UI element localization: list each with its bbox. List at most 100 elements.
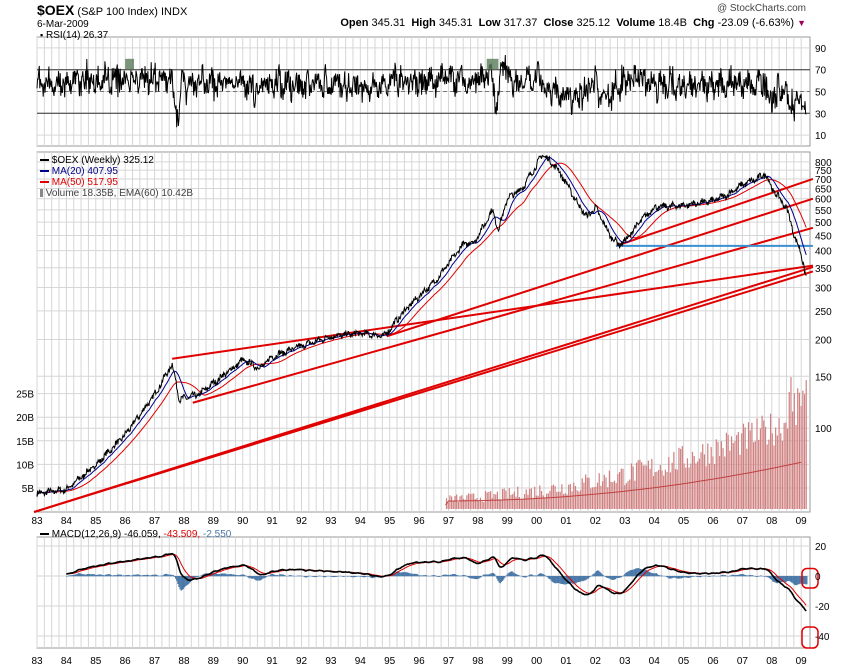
- rsi-legend-text: RSI(14) 26.37: [45, 30, 109, 41]
- macd-histogram-bar: [426, 575, 428, 577]
- rsi-ytick-label: 50: [815, 88, 827, 99]
- macd-histogram-bar: [361, 576, 363, 577]
- macd-histogram-bar: [273, 574, 275, 577]
- macd-histogram-bar: [132, 575, 134, 577]
- macd-histogram-bar: [592, 574, 594, 577]
- volume-bar: [544, 497, 546, 509]
- rsi-line: [36, 54, 807, 128]
- volume-bar: [708, 463, 711, 509]
- volume-ytick-label: 25B: [16, 390, 34, 401]
- macd-histogram-bar: [176, 576, 178, 581]
- macd-histogram-bar: [180, 576, 182, 591]
- volume-bar: [676, 469, 678, 509]
- volume-bar: [493, 493, 495, 509]
- macd-histogram-bar: [182, 576, 185, 589]
- macd-histogram-bar: [767, 576, 770, 578]
- volume-bar: [788, 392, 790, 509]
- macd-histogram-bar: [72, 575, 74, 577]
- macd-histogram-bar: [265, 576, 267, 578]
- macd-histogram-bar: [174, 576, 177, 579]
- macd-histogram-bar: [453, 574, 455, 577]
- x-tick-label: 01: [560, 516, 572, 527]
- volume-bar: [449, 495, 451, 509]
- open-label: Open: [340, 17, 369, 29]
- macd-histogram-bar: [255, 576, 257, 581]
- macd-histogram-bar: [607, 576, 609, 579]
- macd-histogram-bar: [264, 576, 266, 578]
- macd-histogram-bar: [410, 573, 412, 577]
- macd-histogram-bar: [170, 574, 172, 577]
- macd-histogram-bar: [230, 573, 232, 577]
- volume-bar: [512, 494, 514, 509]
- macd-histogram-bar: [473, 576, 475, 579]
- price-line: [36, 154, 807, 498]
- macd-histogram-bar: [375, 576, 377, 578]
- volume-bar: [634, 480, 636, 509]
- ma20-legend: MA(20) 407.95: [40, 166, 118, 177]
- macd-histogram-bar: [613, 576, 616, 580]
- macd-histogram-bar: [138, 574, 141, 577]
- ma20-legend-text: MA(20) 407.95: [51, 166, 118, 177]
- price-ytick-label: 150: [815, 372, 832, 383]
- volume-bar: [654, 472, 656, 509]
- macd-histogram-bar: [438, 576, 440, 577]
- macd-histogram-bar: [536, 575, 539, 577]
- price-swatch: [40, 159, 49, 162]
- volume-swatch: [40, 189, 43, 198]
- macd-histogram-bar: [759, 575, 762, 577]
- macd-histogram-bar: [510, 571, 513, 577]
- x-tick-label: 07: [737, 516, 749, 527]
- ma50-swatch: [40, 181, 49, 184]
- macd-histogram-bar: [315, 576, 317, 578]
- macd-histogram-bar: [100, 574, 102, 577]
- volume-bar: [741, 433, 743, 509]
- volume-bar: [759, 428, 762, 509]
- macd-histogram-bar: [146, 574, 149, 577]
- macd-histogram-bar: [448, 575, 451, 577]
- macd-histogram-bar: [784, 576, 786, 583]
- volume-bar: [630, 463, 633, 509]
- volume-bar: [596, 482, 599, 509]
- macd-histogram-bar: [228, 574, 230, 577]
- volume-bar: [618, 472, 621, 509]
- macd-histogram-bar: [423, 575, 426, 577]
- volume-bar: [664, 469, 666, 509]
- x-tick-label: 89: [208, 516, 220, 527]
- macd-histogram-bar: [587, 576, 590, 579]
- macd-histogram-bar: [507, 573, 509, 577]
- macd-histogram-bar: [289, 575, 291, 577]
- macd-histogram-bar: [512, 571, 514, 577]
- macd-histogram-bar: [224, 573, 227, 577]
- volume-bar: [517, 486, 519, 509]
- volume-bar: [637, 460, 639, 509]
- high-label: High: [411, 17, 436, 29]
- x-tick-label-macd: 01: [560, 656, 572, 667]
- macd-histogram-bar: [618, 576, 620, 578]
- macd-histogram-bar: [101, 574, 103, 577]
- price-ytick-label: 600: [815, 195, 832, 206]
- volume-bar: [459, 496, 461, 509]
- macd-histogram-bar: [624, 574, 626, 577]
- macd-histogram-bar: [677, 576, 679, 579]
- macd-histogram-bar: [729, 575, 731, 577]
- macd-histogram-bar: [66, 576, 68, 577]
- price-ytick-label: 300: [815, 284, 832, 295]
- macd-histogram-bar: [282, 574, 284, 577]
- macd-histogram-bar: [403, 572, 405, 577]
- macd-histogram-bar: [93, 574, 95, 577]
- volume-bar: [532, 498, 534, 509]
- volume-bar: [520, 499, 522, 509]
- volume-bar: [751, 422, 753, 509]
- macd-histogram-bar: [107, 574, 109, 577]
- chg-label: Chg: [693, 17, 715, 29]
- macd-histogram-bar: [81, 573, 83, 577]
- macd-histogram-bar: [336, 576, 339, 577]
- macd-histogram-bar: [98, 574, 100, 577]
- volume-ytick-label: 10B: [16, 460, 34, 471]
- macd-histogram-bar: [162, 575, 164, 577]
- macd-histogram-bar: [791, 576, 793, 583]
- macd-histogram-bar: [152, 574, 154, 577]
- macd-histogram-bar: [588, 576, 591, 578]
- macd-histogram-bar: [116, 574, 118, 577]
- macd-histogram-bar: [76, 573, 78, 577]
